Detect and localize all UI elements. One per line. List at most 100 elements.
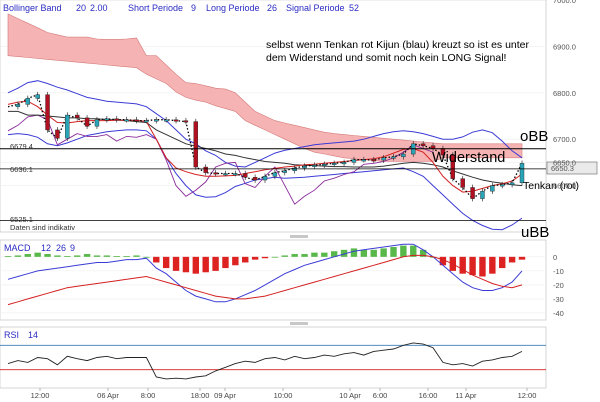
signal-periode-value: 52 (349, 3, 359, 13)
candle-body (480, 190, 485, 199)
candle-body (292, 167, 297, 171)
kijun-line (8, 110, 523, 187)
candle-body (243, 173, 248, 178)
x-tick-label: 10 Apr (339, 391, 361, 400)
candle-body (450, 154, 456, 179)
candle-body (302, 165, 307, 169)
candle-body (381, 157, 386, 161)
candle-body (183, 120, 189, 123)
macd-histogram-bar (64, 256, 71, 257)
candle-body (252, 177, 258, 181)
long-periode-value: 26 (267, 3, 277, 13)
macd-y-tick: -40 (553, 309, 564, 318)
macd-param-1: 12 (41, 243, 51, 253)
candle-body (401, 153, 406, 158)
candle-body (312, 164, 317, 167)
macd-histogram-bar (242, 256, 249, 263)
macd-histogram-bar (54, 255, 61, 257)
candles (15, 91, 525, 202)
x-tick-label: 10:00 (274, 391, 293, 400)
price-y-tick: 7000.0 (553, 0, 576, 5)
macd-param-2: 26 (56, 243, 66, 253)
macd-histogram-bar (34, 252, 41, 257)
macd-histogram-bar (281, 255, 288, 257)
macd-histogram-bar (192, 256, 200, 274)
x-tick-label: 8:00 (141, 391, 156, 400)
macd-histogram-bar (311, 252, 318, 257)
signal-periode-label: Signal Periode (286, 3, 345, 13)
splitter-handle-1[interactable] (290, 235, 308, 238)
candle-body (55, 129, 60, 139)
level-mid-label: 6636.1 (10, 165, 33, 174)
candle-body (391, 156, 396, 159)
macd-histogram-bar (172, 256, 180, 271)
macd-line (7, 243, 523, 303)
macd-histogram-bar (380, 248, 387, 257)
x-tick-label: 6:00 (373, 391, 388, 400)
short-periode-value: 9 (191, 3, 196, 13)
candle-body (173, 119, 179, 122)
macd-param-3: 9 (70, 243, 75, 253)
candle-body (371, 159, 376, 162)
candle-body (124, 119, 129, 122)
candle-body (420, 143, 426, 146)
candle-body (322, 164, 327, 166)
rsi-series (0, 342, 546, 380)
macd-y-tick: -30 (553, 295, 564, 304)
price-y-tick: 6900.0 (553, 42, 576, 51)
annotation-line-2: dem Widerstand und somit noch kein LONG … (266, 52, 506, 64)
candle-body (25, 98, 30, 105)
candle-body (134, 119, 139, 122)
candle-body (94, 119, 100, 127)
macd-y-tick: 0 (553, 253, 557, 262)
macd-signal-line (7, 254, 523, 306)
current-price-badge (546, 161, 598, 175)
indicator-param-2: 2.00 (90, 3, 108, 13)
macd-histogram-bar (93, 255, 101, 257)
macd-histogram-bar (508, 256, 516, 263)
rsi-param: 14 (28, 330, 38, 340)
macd-histogram-bar (153, 256, 160, 263)
candle-body (282, 170, 287, 173)
candle-body (262, 176, 268, 181)
macd-histogram-bar (400, 245, 407, 257)
level-lines (0, 148, 546, 221)
indicator-name: Bollinger Band (3, 3, 62, 13)
candle-body (45, 94, 50, 131)
macd-histogram-bar (83, 254, 91, 257)
annotation-line-1: selbst wenn Tenkan rot Kijun (blau) kreu… (266, 39, 530, 51)
macd-series (4, 243, 526, 306)
macd-histogram-bar (133, 255, 140, 257)
macd-histogram-bar (24, 254, 31, 257)
macd-name: MACD (4, 243, 31, 253)
candle-body (272, 172, 278, 177)
candle-body (35, 94, 40, 99)
macd-histogram-bar (261, 256, 269, 259)
chikou-line (7, 114, 434, 205)
tenkan-line (7, 100, 523, 193)
macd-histogram-bar (222, 256, 229, 269)
candle-body (361, 159, 367, 162)
x-tick-label: 06 Apr (97, 391, 119, 400)
macd-histogram-bar (419, 249, 427, 257)
macd-histogram-bar (489, 256, 496, 274)
macd-histogram-bar (14, 255, 22, 257)
macd-histogram-bar (360, 249, 368, 257)
macd-histogram-bar (103, 255, 111, 257)
x-tick-label: 11 Apr (455, 391, 477, 400)
splitter-handle-2[interactable] (290, 322, 308, 325)
macd-histogram-bar (202, 256, 209, 273)
candle-body (470, 187, 475, 199)
price-y-tick: 6700.0 (553, 135, 576, 144)
candle-body (74, 114, 80, 119)
rsi-line (7, 342, 523, 380)
macd-histogram-bar (499, 256, 506, 269)
candle-body (213, 172, 218, 175)
price-y-tick: 6800.0 (553, 89, 576, 98)
candle-body (163, 119, 169, 122)
level-low-label: 6525.1 (10, 215, 33, 224)
macd-histogram-bar (73, 255, 81, 257)
candle-body (460, 178, 465, 188)
candle-body (154, 119, 159, 122)
